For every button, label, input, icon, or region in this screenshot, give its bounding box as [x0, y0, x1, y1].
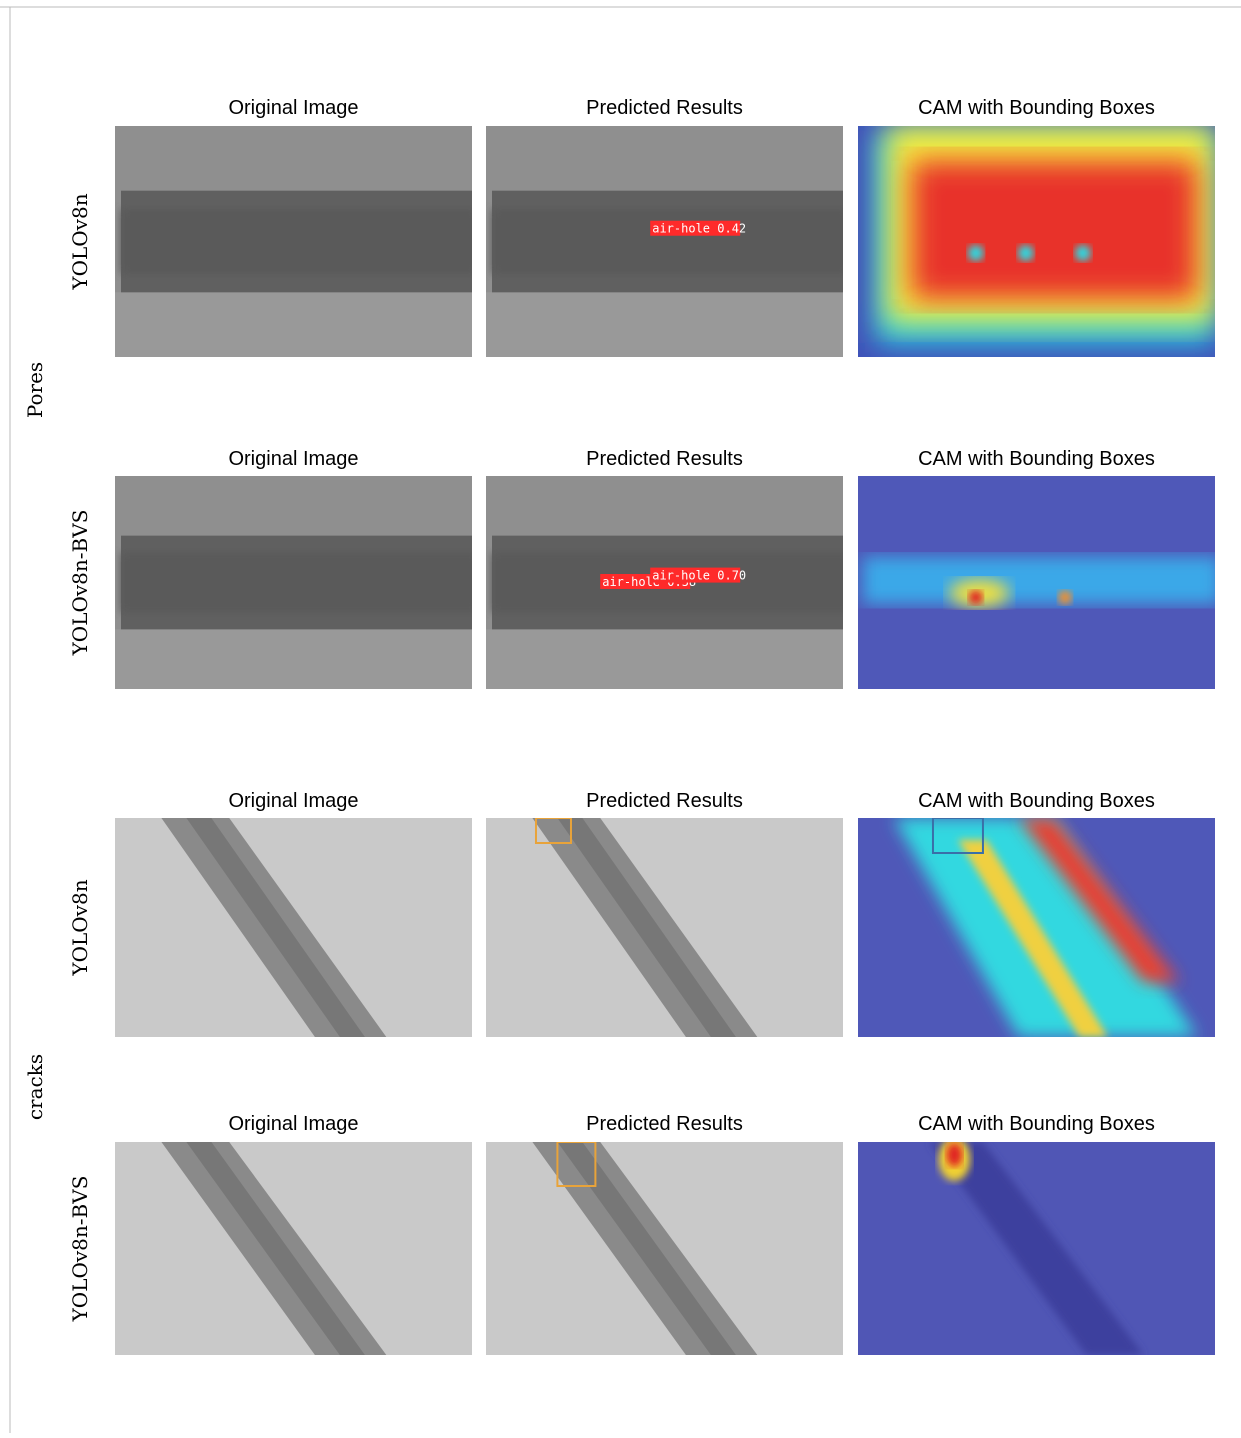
cam-spot	[968, 245, 984, 261]
model-label: YOLOv8n	[68, 879, 92, 976]
panel-title: Original Image	[228, 97, 358, 119]
group-label: cracks	[23, 1054, 47, 1120]
detection-label: air-hole 0.70	[652, 569, 746, 583]
panel-title: Original Image	[228, 790, 358, 812]
background	[486, 292, 843, 357]
image-panel	[115, 818, 472, 1037]
background	[486, 629, 843, 689]
panel-title: Predicted Results	[586, 448, 743, 470]
cam-heat	[946, 1143, 962, 1167]
panel-title: Predicted Results	[586, 1113, 743, 1135]
panel-title: Original Image	[228, 448, 358, 470]
weld-core	[121, 553, 478, 613]
image-panel	[486, 1142, 843, 1355]
image-panel	[115, 476, 478, 689]
model-label: YOLOv8n-BVS	[68, 510, 92, 657]
image-panel	[115, 126, 478, 357]
panel-title: CAM with Bounding Boxes	[918, 448, 1155, 470]
panel-title: Original Image	[228, 1113, 358, 1135]
panel-title: CAM with Bounding Boxes	[918, 1113, 1155, 1135]
group-label: Pores	[23, 362, 47, 418]
model-label: YOLOv8n	[68, 193, 92, 290]
figure: Pores YOLOv8n Original Image Predicted Resu…	[0, 0, 1241, 1433]
weld-core	[492, 209, 849, 274]
panel-title: CAM with Bounding Boxes	[918, 97, 1155, 119]
background	[115, 292, 472, 357]
image-panel	[486, 818, 843, 1037]
image-panel	[858, 1137, 1215, 1355]
weld-core	[121, 209, 478, 274]
image-panel: air-hole 0.42	[486, 126, 849, 357]
image-panel	[858, 476, 1220, 689]
cam-heat	[912, 161, 1198, 300]
cam-spot	[1018, 245, 1034, 261]
cam-heat	[863, 557, 1220, 604]
detection-label: air-hole 0.42	[652, 222, 746, 236]
background	[115, 629, 472, 689]
model-label: YOLOv8n-BVS	[68, 1176, 92, 1323]
panel-title: Predicted Results	[586, 97, 743, 119]
panel-title: CAM with Bounding Boxes	[918, 790, 1155, 812]
image-panel	[858, 818, 1215, 1037]
cam-spot	[969, 590, 983, 604]
panel-title: Predicted Results	[586, 790, 743, 812]
cam-spot	[1075, 245, 1091, 261]
image-panel	[858, 126, 1215, 357]
image-panel	[115, 1142, 472, 1355]
cam-spot	[1058, 590, 1072, 604]
